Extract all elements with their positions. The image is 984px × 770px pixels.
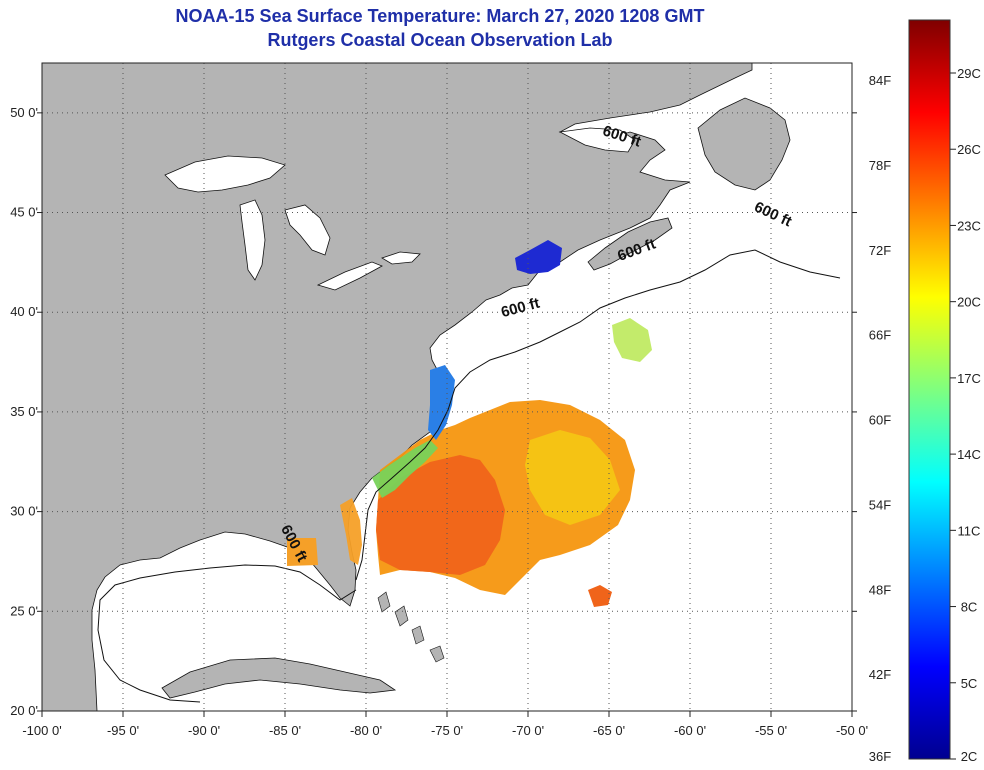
bahamas-land — [377, 591, 445, 663]
sst-chesapeake-cool — [428, 365, 455, 440]
longitude-axis: -100 0' -95 0' -90 0' -85 0' -80 0' -75 0' -70… — [22, 711, 868, 738]
lon-tick-label: -90 0' — [188, 723, 220, 738]
map-title: NOAA-15 Sea Surface Temperature: March 2… — [175, 6, 705, 26]
colorbar-fahrenheit-label: 36F — [869, 749, 891, 764]
sst-scotian-shelf-cold — [515, 240, 562, 274]
colorbar-celsius-label: 14C — [957, 447, 981, 462]
colorbar-celsius-label: 29C — [957, 66, 981, 81]
lon-tick-label: -80 0' — [350, 723, 382, 738]
colorbar-celsius-label: 2C — [961, 749, 978, 764]
st-lawrence-gulf — [558, 127, 636, 153]
colorbar-gradient — [908, 19, 951, 760]
cuba-land — [161, 657, 397, 699]
colorbar-celsius-label: 20C — [957, 295, 981, 310]
lake-huron — [284, 204, 331, 256]
colorbar-celsius-label: 5C — [961, 676, 978, 691]
lat-tick-label: 25 0' — [10, 603, 38, 618]
nova-scotia-land — [587, 217, 673, 271]
lon-tick-label: -100 0' — [22, 723, 61, 738]
lake-ontario — [381, 251, 421, 265]
sst-gulf-of-mexico-patch — [287, 538, 318, 566]
colorbar-fahrenheit-label: 84F — [869, 73, 891, 88]
lake-superior — [164, 155, 286, 193]
newfoundland-land — [697, 97, 791, 191]
colorbar-fahrenheit-label: 60F — [869, 413, 891, 428]
lon-tick-label: -70 0' — [512, 723, 544, 738]
sst-southern-patch — [588, 585, 612, 607]
north-america-land — [42, 63, 753, 711]
lat-tick-label: 50 0' — [10, 105, 38, 120]
lon-tick-label: -55 0' — [755, 723, 787, 738]
map-subtitle: Rutgers Coastal Ocean Observation Lab — [267, 30, 613, 50]
colorbar-fahrenheit-label: 66F — [869, 328, 891, 343]
latitude-axis: 50 0' 45 0' 40 0' 35 0' 30 0' 25 0' 20 0' — [10, 105, 857, 718]
lon-tick-label: -50 0' — [836, 723, 868, 738]
colorbar-fahrenheit-labels: 84F 78F 72F 66F 60F 54F 48F 42F 36F — [869, 73, 891, 764]
lon-tick-label: -75 0' — [431, 723, 463, 738]
colorbar-celsius-label: 11C — [958, 523, 981, 538]
colorbar-fahrenheit-label: 78F — [869, 158, 891, 173]
lake-michigan — [239, 199, 266, 281]
colorbar-fahrenheit-label: 42F — [869, 667, 891, 682]
lat-tick-label: 35 0' — [10, 404, 38, 419]
colorbar-celsius-label: 17C — [957, 371, 981, 386]
colorbar-celsius-labels: 29C 26C 23C 20C 17C 14C 11C 8C 5C 2C — [950, 66, 981, 764]
lat-lon-gridlines — [42, 63, 852, 711]
sst-florida-nearshore — [340, 498, 362, 565]
colorbar-fahrenheit-label: 48F — [869, 582, 891, 597]
lon-tick-label: -60 0' — [674, 723, 706, 738]
colorbar-fahrenheit-label: 72F — [869, 243, 891, 258]
colorbar-celsius-label: 26C — [957, 142, 981, 157]
lon-tick-label: -65 0' — [593, 723, 625, 738]
colorbar-celsius-label: 23C — [957, 218, 981, 233]
colorbar-fahrenheit-label: 54F — [869, 497, 891, 512]
lat-tick-label: 45 0' — [10, 205, 38, 220]
lat-tick-label: 40 0' — [10, 304, 38, 319]
lat-tick-label: 20 0' — [10, 703, 38, 718]
lon-tick-label: -85 0' — [269, 723, 301, 738]
isobath-600ft-gulf — [97, 564, 357, 703]
sst-very-warm-core — [376, 455, 505, 575]
sst-carolina-shelf — [372, 440, 438, 498]
lon-tick-label: -95 0' — [107, 723, 139, 738]
isobath-600ft-atlantic — [355, 249, 841, 581]
sst-yellow-patches — [525, 430, 620, 525]
lat-tick-label: 30 0' — [10, 504, 38, 519]
sst-slope-green — [612, 318, 652, 362]
colorbar-celsius-label: 8C — [961, 600, 978, 615]
